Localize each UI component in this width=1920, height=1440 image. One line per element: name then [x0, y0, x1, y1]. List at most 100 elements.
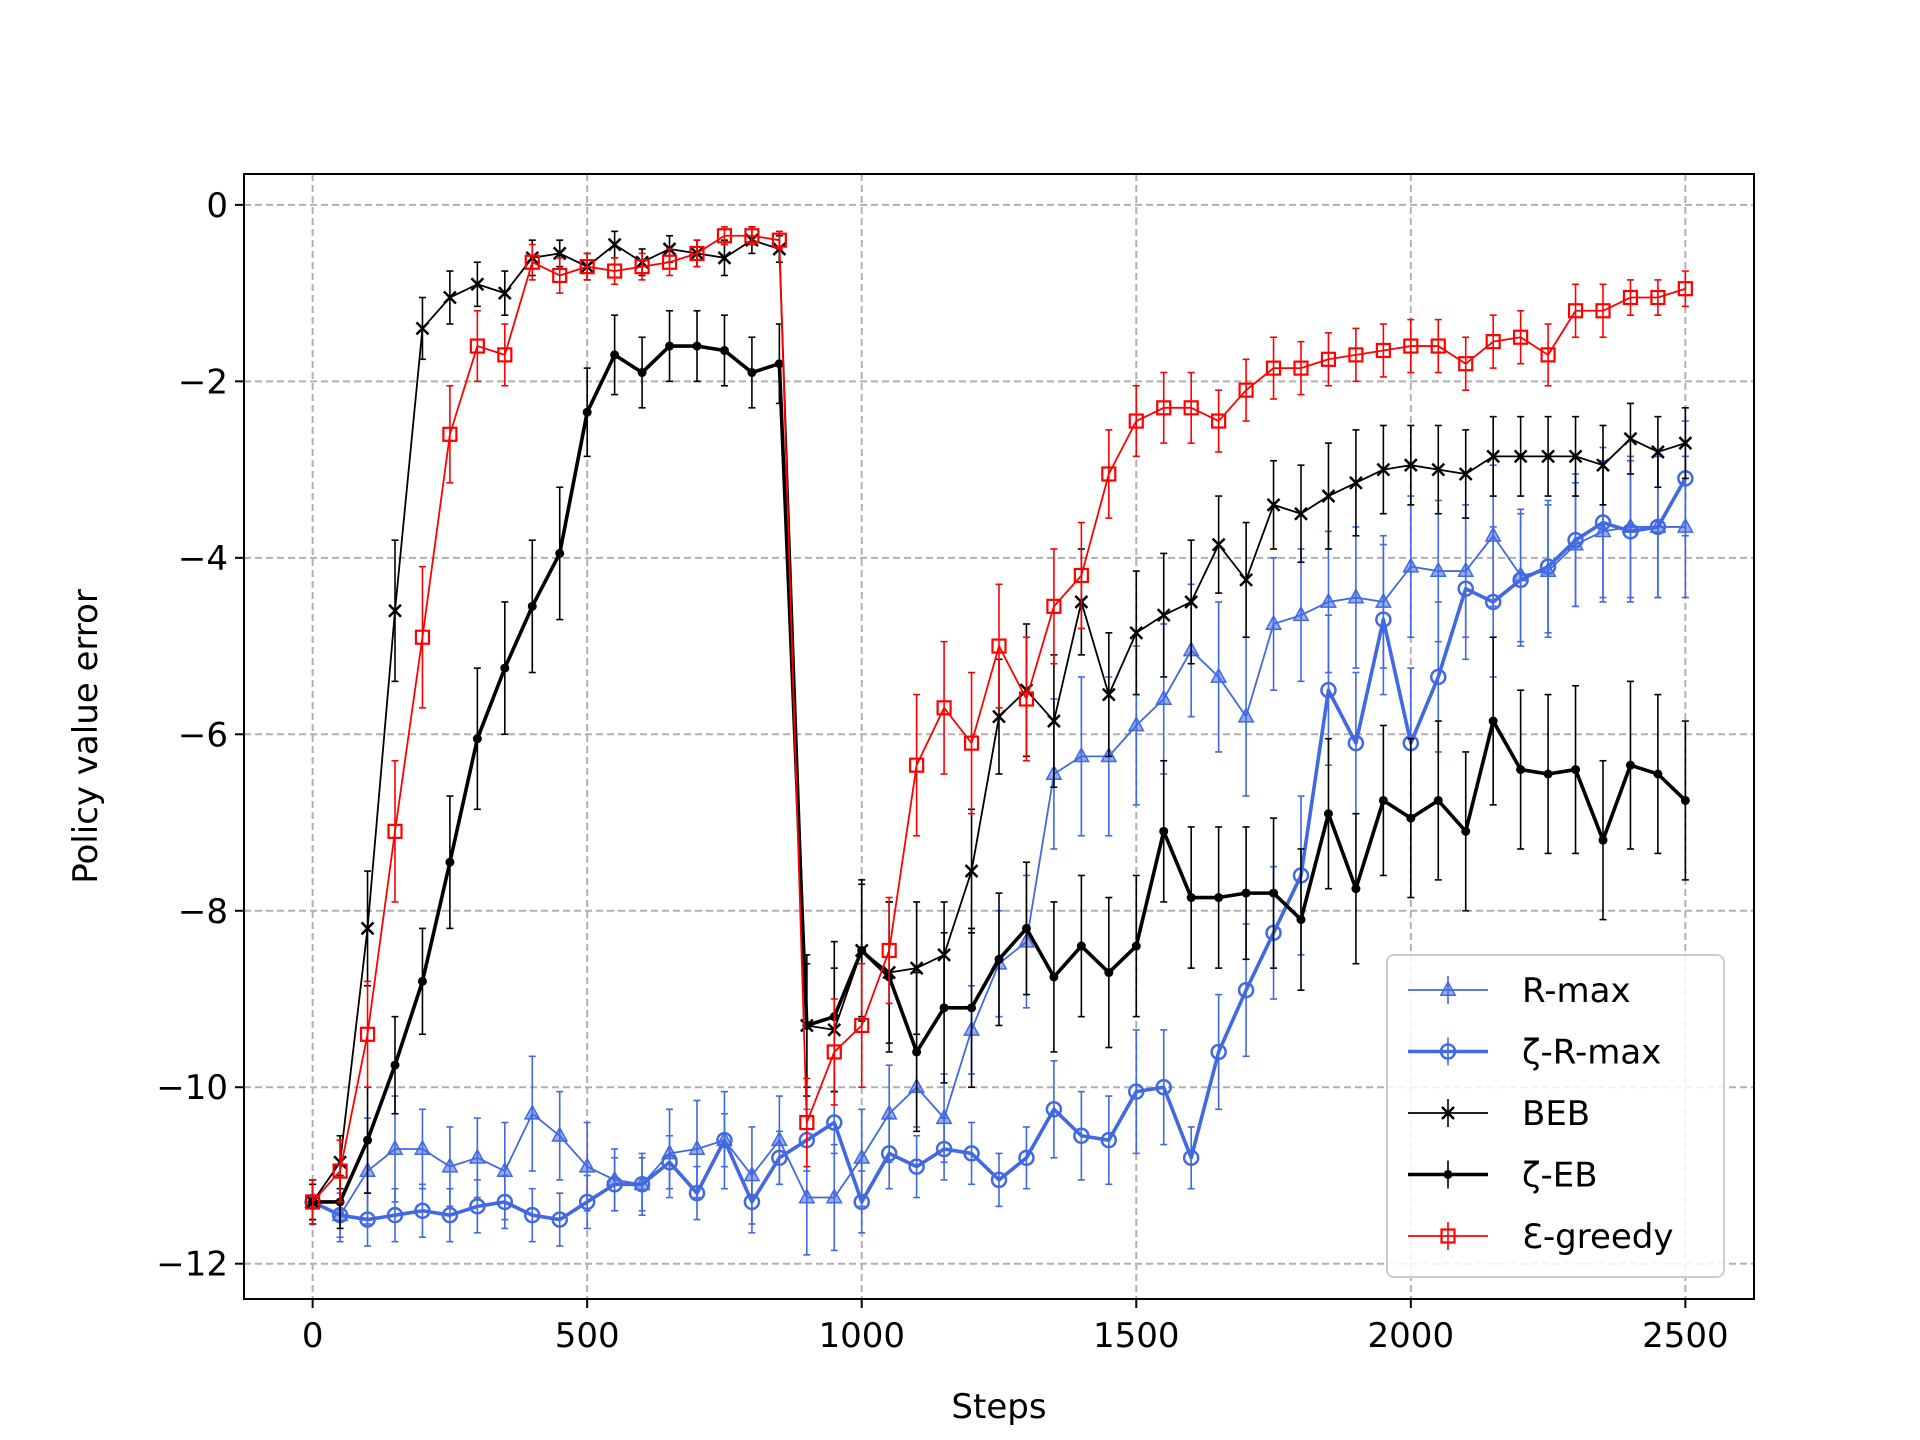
axis-ticks: 0 500 1000 1500 2000 2500 0 −2 −4 −6 −8 −10 −12: [156, 186, 1728, 1356]
data-point: [935, 1140, 953, 1158]
y-tick-label: −12: [156, 1245, 228, 1285]
plot-series: [304, 226, 1694, 1256]
data-point: [1320, 351, 1337, 367]
data-point: [610, 350, 620, 360]
data-point: [1433, 795, 1443, 805]
data-point: [1210, 667, 1228, 683]
y-axis-title: Policy value error: [66, 589, 106, 884]
data-point: [1429, 561, 1447, 578]
data-point: [1486, 449, 1501, 464]
data-point: [1237, 981, 1255, 999]
data-point: [607, 263, 623, 279]
data-point: [1100, 1131, 1118, 1149]
data-point: [386, 1206, 404, 1224]
data-point: [909, 757, 925, 773]
data-point: [496, 1193, 514, 1211]
data-point: [909, 961, 924, 976]
data-point: [688, 1139, 706, 1155]
data-point: [939, 1003, 949, 1013]
data-point: [442, 426, 458, 442]
data-point: [1567, 531, 1584, 549]
data-point: [994, 954, 1004, 964]
data-point: [1184, 595, 1199, 609]
data-point: [527, 601, 537, 611]
data-point: [716, 1131, 733, 1149]
data-point: [1539, 558, 1557, 575]
data-point: [661, 1153, 678, 1171]
data-point: [1049, 972, 1059, 982]
y-tick-label: −8: [178, 892, 228, 932]
data-point: [688, 1184, 706, 1202]
data-point: [1351, 884, 1361, 894]
data-point: [500, 663, 510, 673]
y-tick-label: −4: [178, 539, 228, 579]
data-point: [1211, 537, 1226, 552]
data-point: [936, 700, 952, 716]
data-point: [472, 734, 482, 744]
data-point: [363, 1135, 373, 1145]
data-point: [1594, 514, 1612, 531]
data-point: [578, 1193, 596, 1211]
data-point: [1457, 580, 1474, 597]
legend-label: Ɛ-greedy: [1522, 1217, 1674, 1257]
data-point: [689, 245, 705, 262]
data-point: [1239, 572, 1253, 587]
data-point: [470, 277, 485, 292]
data-point: [551, 1126, 569, 1142]
data-point: [1266, 497, 1281, 512]
data-point: [798, 1187, 816, 1204]
x-tick-label: 500: [555, 1316, 620, 1356]
data-point: [1543, 769, 1553, 779]
y-tick-label: −6: [178, 715, 228, 755]
data-point: [1045, 1101, 1063, 1118]
data-point: [1623, 431, 1638, 446]
data-point: [1073, 567, 1089, 584]
data-point: [1406, 813, 1416, 823]
data-point: [854, 1017, 870, 1034]
data-point: [578, 1157, 596, 1173]
data-point: [1294, 506, 1308, 521]
data-point: [1128, 413, 1144, 429]
data-point: [332, 1163, 348, 1179]
data-point: [1183, 400, 1199, 416]
data-point: [1155, 1078, 1172, 1096]
data-point: [1293, 360, 1309, 376]
data-point: [665, 341, 675, 351]
data-point: [1241, 888, 1251, 898]
data-point: [1128, 1083, 1145, 1100]
data-point: [719, 345, 729, 355]
data-point: [552, 246, 567, 261]
data-point: [826, 1114, 843, 1131]
data-point: [1598, 835, 1608, 845]
data-point: [799, 1114, 815, 1131]
data-point: [441, 1157, 459, 1173]
data-point: [853, 1148, 871, 1164]
data-point: [1292, 605, 1310, 622]
data-point: [414, 629, 431, 645]
data-point: [1101, 687, 1116, 702]
data-point: [1376, 462, 1391, 477]
data-point: [857, 945, 867, 955]
legend-marker: [1439, 980, 1457, 996]
data-point: [523, 1104, 541, 1120]
data-point: [633, 1176, 651, 1193]
data-point: [692, 341, 702, 351]
data-point: [1104, 968, 1114, 978]
data-point: [390, 1060, 400, 1070]
legend: R-max ζ-R-max BEB ζ-EB Ɛ-greedy: [1386, 954, 1725, 1278]
data-point: [606, 1176, 623, 1193]
data-point: [637, 368, 647, 378]
data-point: [990, 1171, 1008, 1189]
data-point: [1622, 523, 1639, 540]
data-point: [1347, 734, 1365, 752]
data-point: [413, 1139, 431, 1155]
data-point: [1461, 826, 1471, 836]
data-point: [1182, 1149, 1200, 1167]
legend-box: [1386, 954, 1725, 1278]
x-axis-title: Steps: [951, 1387, 1046, 1427]
data-point: [1210, 1043, 1227, 1061]
data-point: [1568, 449, 1583, 464]
data-point: [1375, 342, 1391, 359]
data-point: [1156, 400, 1172, 416]
data-point: [582, 407, 592, 417]
